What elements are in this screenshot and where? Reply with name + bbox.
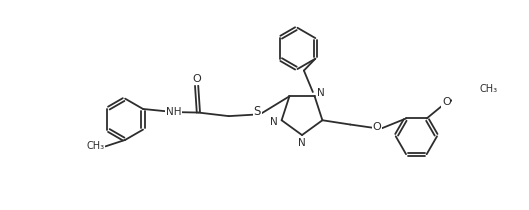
Text: O: O bbox=[192, 74, 201, 84]
Text: CH₃: CH₃ bbox=[86, 141, 105, 151]
Text: N: N bbox=[298, 138, 306, 148]
Text: O: O bbox=[442, 97, 451, 107]
Text: N: N bbox=[317, 88, 325, 98]
Text: NH: NH bbox=[166, 107, 181, 117]
Text: CH₃: CH₃ bbox=[479, 84, 497, 94]
Text: O: O bbox=[373, 122, 381, 132]
Text: S: S bbox=[254, 105, 261, 118]
Text: N: N bbox=[270, 117, 278, 127]
